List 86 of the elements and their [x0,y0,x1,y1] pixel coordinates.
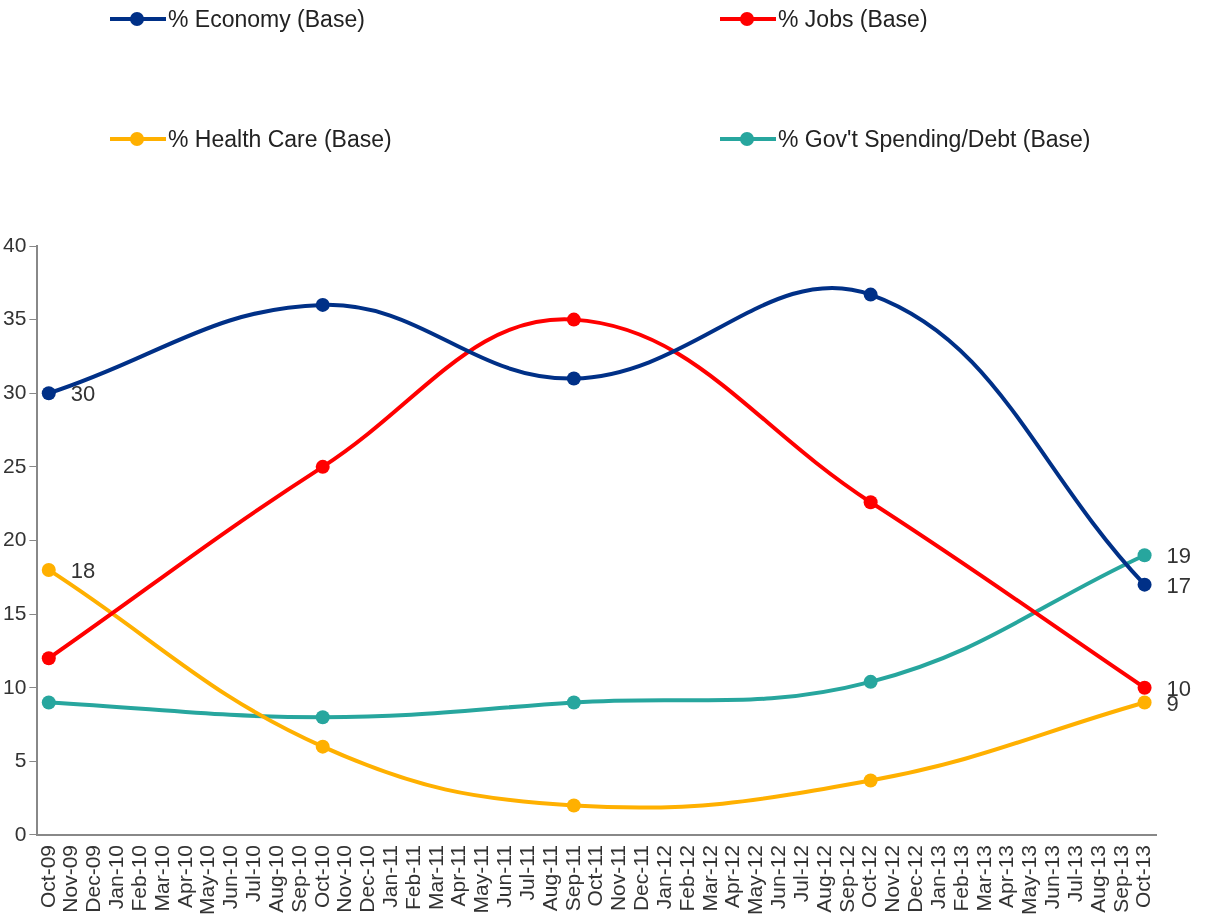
x-tick-label: Jan-10 [104,844,128,910]
point [863,495,878,510]
x-tick-label: Feb-10 [126,844,150,912]
x-tick-label: Oct-11 [583,844,607,907]
x-tick-label: Jun-10 [218,844,242,910]
x-tick-label: Aug-10 [263,844,287,913]
x-tick-label: Sep-12 [834,844,858,913]
x-tick-label: Jan-13 [925,844,949,910]
legend-label: % Economy (Base) [168,5,365,33]
x-tick-label: Oct-13 [1131,844,1155,909]
data-label: 19 [1166,543,1192,569]
data-label: 18 [70,558,96,583]
x-tick-label: Mar-13 [971,844,995,912]
point [1137,548,1152,563]
point [1137,577,1152,592]
x-tick-label: Nov-10 [332,844,356,913]
x-tick-label: Oct-12 [857,844,881,909]
x-tick-label: May-11 [469,844,493,914]
x-tick-label: Sep-13 [1108,844,1132,913]
x-tick-label: May-13 [1017,844,1041,916]
point [315,710,330,725]
point [566,312,581,327]
point [41,562,56,577]
point [566,371,581,386]
x-tick-label: Apr-10 [172,844,196,909]
legend-label: % Jobs (Base) [778,5,928,33]
x-tick-label: May-10 [195,844,219,916]
point [41,386,56,401]
point [1137,680,1152,695]
point [863,773,878,788]
point [863,287,878,302]
x-tick-label: Feb-12 [674,844,698,912]
x-tick-label: Dec-11 [629,844,653,912]
point [1137,695,1152,710]
x-tick-label: Aug-12 [811,844,835,913]
x-tick-label: Feb-13 [948,844,972,912]
x-tick-label: Dec-12 [903,844,927,913]
x-tick-label: Sep-10 [286,844,310,913]
x-tick-label: Jul-10 [241,844,265,903]
x-tick-label: Apr-13 [994,844,1018,909]
x-tick-label: Jul-11 [514,844,538,901]
y-tick-label: 0 [14,821,27,845]
x-tick-label: Aug-13 [1085,844,1109,913]
point [315,297,330,312]
x-tick-label: Aug-11 [537,844,561,912]
data-label: 17 [1166,572,1192,598]
y-tick-label: 35 [3,306,27,330]
x-tick-label: Jun-13 [1040,844,1064,910]
point [41,651,56,666]
x-tick-label: Feb-11 [400,844,424,910]
x-tick-label: Mar-11 [423,844,447,910]
point [315,739,330,754]
x-tick-label: Oct-09 [35,844,59,909]
x-tick-label: Nov-11 [606,844,630,912]
x-tick-label: Mar-12 [697,844,721,912]
x-tick-label: May-12 [743,844,767,916]
y-tick-label: 10 [3,674,27,698]
y-tick-label: 25 [3,453,27,477]
x-tick-label: Oct-10 [309,844,333,909]
point [41,695,56,710]
x-tick-label: Nov-09 [58,844,82,913]
x-tick-label: Dec-09 [81,844,105,913]
x-tick-label: Jan-12 [651,844,675,910]
x-tick-label: Apr-12 [720,844,744,909]
y-tick-label: 30 [3,380,27,404]
x-tick-label: Jul-13 [1062,844,1086,903]
point [566,798,581,813]
y-tick-label: 20 [3,527,27,551]
legend-label: % Gov't Spending/Debt (Base) [778,125,1091,153]
y-tick-label: 40 [3,232,27,256]
point [863,674,878,689]
point [315,459,330,474]
x-tick-label: Jul-12 [788,844,812,903]
x-tick-label: Apr-11 [446,844,470,907]
x-tick-label: Jan-11 [378,844,402,908]
point [566,695,581,710]
x-tick-label: Jun-12 [766,844,790,910]
x-tick-label: Mar-10 [149,844,173,912]
x-tick-label: Jun-11 [492,844,516,908]
x-tick-label: Dec-10 [355,844,379,913]
data-label: 30 [70,381,96,407]
y-tick-label: 15 [3,600,27,624]
x-tick-label: Sep-11 [560,844,584,912]
x-tick-label: Nov-12 [880,844,904,913]
legend-label: % Health Care (Base) [168,125,392,153]
y-tick-label: 5 [14,748,27,772]
